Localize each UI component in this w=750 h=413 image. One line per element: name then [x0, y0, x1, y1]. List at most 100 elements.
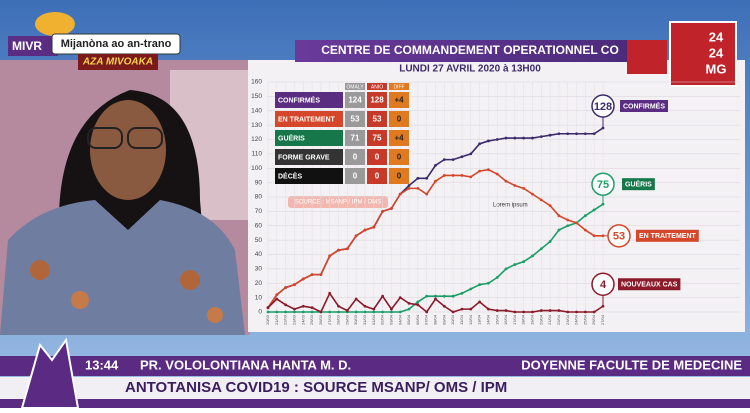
x-tick-label: 23/04: [565, 314, 570, 325]
callout-pin: [607, 224, 631, 248]
y-tick-label: 40: [255, 251, 263, 258]
x-tick-label: 17/04: [512, 314, 517, 325]
point: [442, 174, 446, 177]
point: [557, 309, 561, 312]
point: [425, 176, 429, 180]
point: [495, 138, 499, 141]
glasses: [87, 127, 123, 149]
x-tick-label: 11/04: [459, 314, 464, 324]
cell-box: [367, 130, 387, 146]
point: [478, 300, 481, 304]
point: [566, 132, 570, 136]
x-tick-label: 05/04: [406, 314, 411, 325]
point: [398, 310, 402, 314]
x-tick-label: 12/04: [468, 314, 473, 325]
callout-label-box: [622, 178, 655, 191]
point: [531, 136, 534, 140]
cell-box: [345, 111, 365, 127]
chart-subtitle: LUNDI 27 AVRIL 2020 à 13H00: [399, 64, 541, 75]
point: [425, 310, 429, 314]
point: [407, 184, 411, 187]
column-header: ANIO: [371, 84, 383, 90]
legend-label: CONFIRMÉS: [623, 101, 665, 110]
point: [583, 214, 587, 218]
point: [301, 304, 305, 308]
point: [486, 139, 490, 143]
channel-box: [8, 36, 58, 56]
point: [354, 234, 358, 238]
logo-box: [669, 21, 737, 87]
callout-value: 128: [594, 101, 612, 113]
point: [354, 310, 358, 314]
point: [381, 294, 385, 298]
x-tick-label: 29/03: [344, 314, 349, 325]
cell-value: 0: [353, 172, 358, 181]
point: [557, 132, 561, 136]
row-label: EN TRAITEMENT: [278, 116, 336, 123]
point: [345, 309, 349, 312]
point: [486, 168, 490, 172]
point: [416, 303, 420, 307]
x-tick-label: 24/04: [574, 314, 579, 325]
point: [539, 247, 543, 251]
point: [354, 297, 358, 301]
point: [495, 172, 499, 176]
y-tick-label: 90: [255, 179, 263, 186]
point: [460, 291, 464, 295]
logo-text: 24: [709, 45, 724, 60]
y-tick-label: 60: [255, 222, 263, 229]
logo-text: MG: [706, 61, 727, 76]
channel-logo: [35, 12, 75, 36]
stats-table: OMALY ANIO DIFF CONFIRMÉS 124 128 +4 EN TRAITEM…: [275, 83, 409, 184]
legend-label: GUÉRIS: [625, 180, 652, 189]
legend-label: NOUVEAUX CAS: [621, 282, 678, 289]
point: [284, 303, 288, 307]
x-tick-label: 02/04: [380, 314, 385, 325]
x-tick-label: 25/03: [309, 314, 314, 325]
x-tick-label: 09/04: [441, 314, 446, 325]
point: [301, 310, 305, 314]
point: [548, 240, 552, 243]
point: [478, 169, 481, 173]
point: [460, 174, 464, 177]
point: [566, 310, 570, 314]
row-label-box: [275, 168, 343, 184]
callout-pin: [591, 272, 615, 296]
cell-value: 0: [353, 153, 358, 162]
x-tick-label: 14/04: [485, 314, 490, 325]
chart-source: SOURCE : MSANP / IPM / OMS: [295, 200, 381, 206]
point: [513, 263, 517, 266]
point: [442, 294, 446, 298]
callout-label-box: [636, 229, 699, 242]
point: [275, 293, 279, 297]
point: [469, 175, 473, 179]
y-tick-label: 0: [258, 309, 262, 316]
x-tick-label: 28/03: [336, 314, 341, 325]
y-tick-label: 30: [255, 266, 263, 273]
point: [583, 132, 587, 136]
point: [583, 310, 587, 314]
point: [592, 132, 596, 136]
column-header-box: [345, 83, 365, 90]
point: [407, 301, 411, 305]
chart: 0102030405060708090100110120130140150160…: [251, 79, 740, 325]
channel-name: MIVR: [12, 39, 42, 53]
point: [522, 260, 526, 264]
point: [363, 228, 367, 232]
point: [531, 310, 534, 314]
point: [548, 204, 552, 208]
y-tick-label: 110: [252, 151, 263, 158]
x-tick-label: 13/04: [477, 314, 482, 325]
row-label: DÉCÈS: [278, 171, 302, 180]
x-tick-label: 21/04: [547, 314, 552, 325]
x-tick-label: 23/03: [292, 314, 297, 325]
x-tick-label: 21/03: [274, 314, 279, 325]
point: [425, 294, 429, 298]
x-tick-label: 06/04: [415, 314, 420, 325]
speaker-name: PR. VOLOLONTIANA HANTA M. D.: [140, 357, 351, 372]
point: [337, 310, 340, 314]
point: [310, 306, 314, 310]
column-header: DIFF: [393, 84, 404, 90]
point: [310, 310, 314, 314]
